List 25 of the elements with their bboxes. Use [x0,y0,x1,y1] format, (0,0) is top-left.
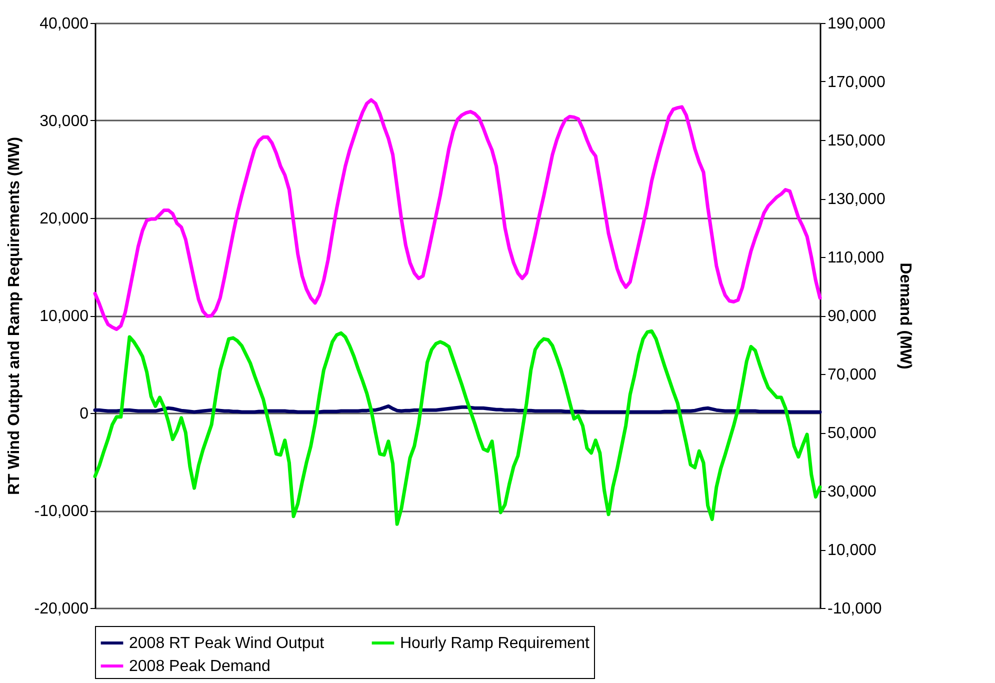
y-tick-label: 40,000 [40,16,89,32]
y2-tick-label: 130,000 [828,191,886,208]
line-series [93,98,822,331]
y2-tick-label: 30,000 [828,484,877,500]
y-tick-label: 10,000 [40,308,89,325]
y2-tick-label: -10,000 [828,600,882,618]
y-tick-label: 20,000 [40,210,89,228]
y2-tick-label: 70,000 [828,366,877,384]
legend-label: Hourly Ramp Requirement [400,635,590,652]
y2-tick-label: 150,000 [828,132,886,150]
y-tick-label: 0 [80,406,89,422]
y2-tick-label: 170,000 [828,74,886,91]
y2-tick-label: 190,000 [828,16,886,32]
y2-tick-label: 110,000 [828,250,884,266]
y2-axis-title: Demand (MW) [896,262,914,370]
legend-label: 2008 Peak Demand [129,658,270,675]
y2-tick-label: 90,000 [828,308,877,325]
y-tick-label: 30,000 [40,113,89,130]
y2-tick-label: 10,000 [828,542,877,559]
y-tick-label: -10,000 [34,503,89,520]
legend-label: 2008 RT Peak Wind Output [129,635,325,652]
y-axis-title: RT Wind Output and Ramp Requirements (MW) [6,136,24,496]
y-tick-label: -20,000 [34,600,89,618]
line-series [93,329,822,526]
y2-tick-label: 50,000 [828,425,877,442]
